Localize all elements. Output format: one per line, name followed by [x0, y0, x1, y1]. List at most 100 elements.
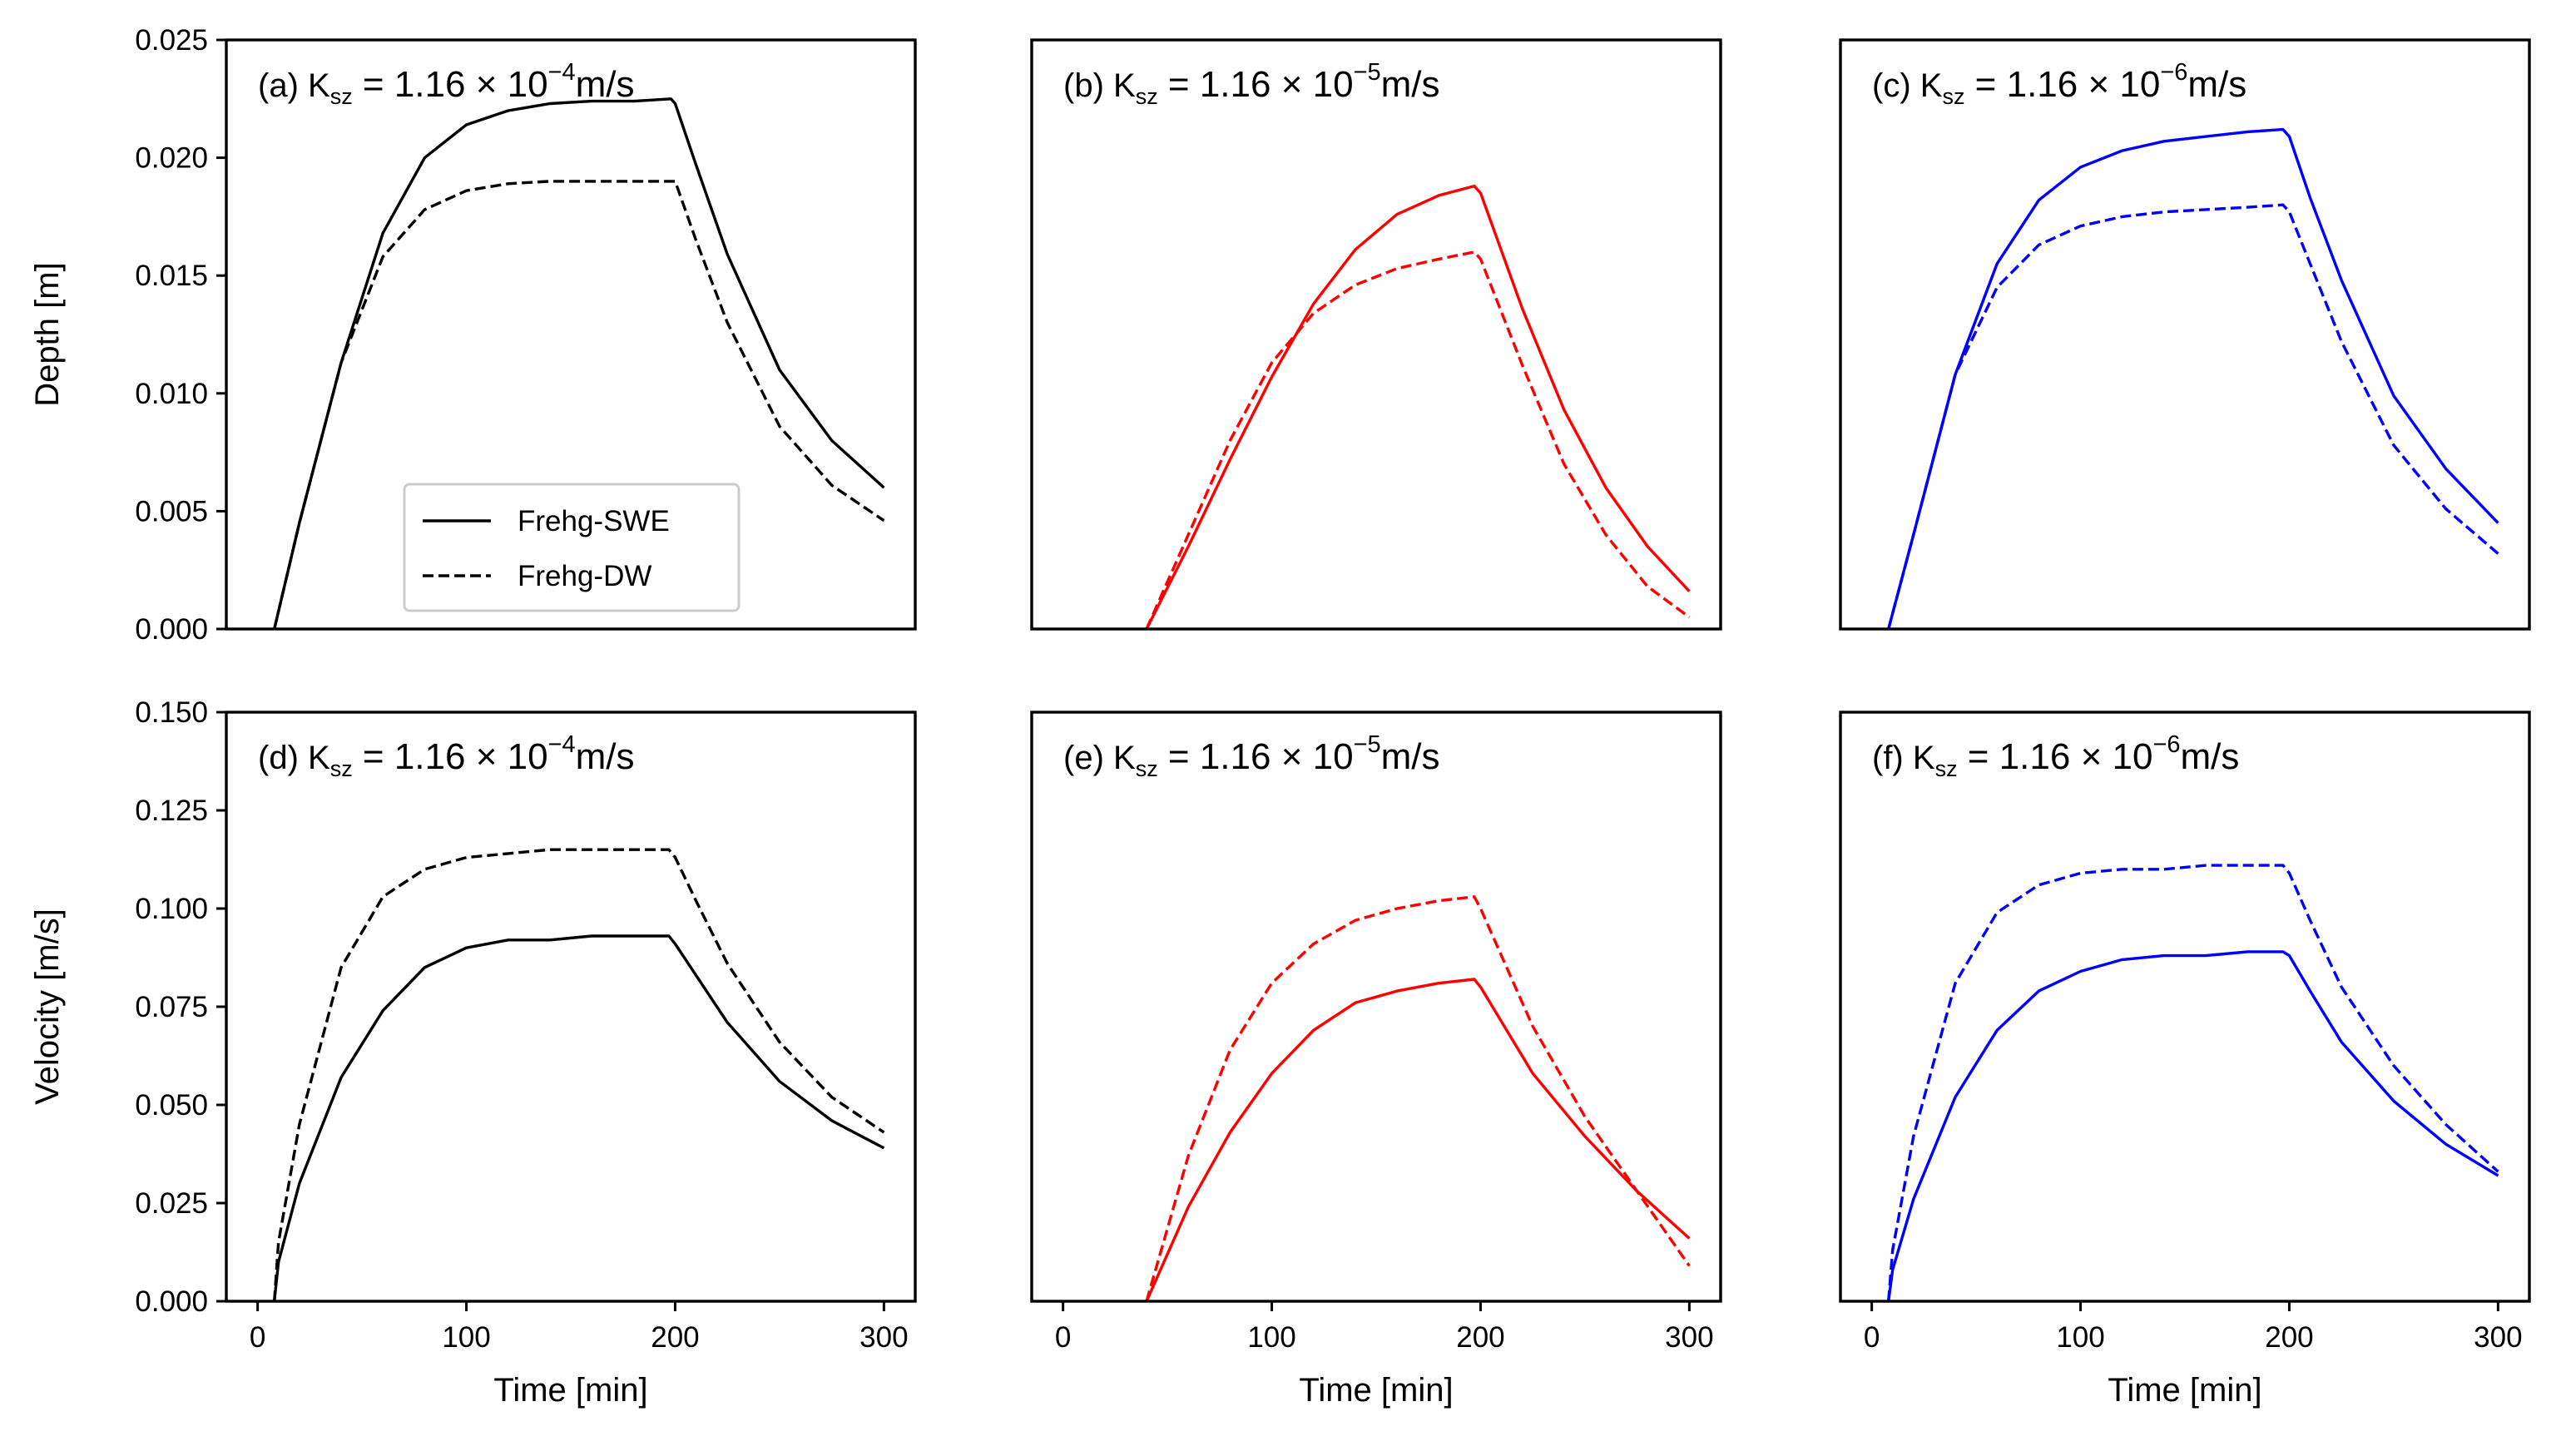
- series-line-frehg-swe: [273, 97, 885, 630]
- series-line-frehg-dw: [1145, 895, 1691, 1302]
- y-tick-label: 0.000: [135, 613, 208, 646]
- y-tick-label: 0.075: [135, 991, 208, 1023]
- y-tick-label: 0.005: [135, 495, 208, 527]
- y-tick-label: 0.025: [135, 1187, 208, 1220]
- legend: Frehg-SWE Frehg-DW: [403, 483, 741, 612]
- panel-label-exponent: −4: [548, 59, 576, 86]
- panel-label-subscript: sz: [330, 84, 353, 109]
- panel-label-prefix: (d): [258, 740, 308, 776]
- panel-label-symbol: K: [1113, 740, 1136, 776]
- x-tick-label: 100: [1247, 1321, 1295, 1354]
- panel-label-subscript: sz: [1942, 84, 1964, 109]
- panel-label-prefix: (c): [1872, 67, 1920, 104]
- panel-label-mantissa: = 1.16 × 10: [1958, 736, 2153, 777]
- panel-label-symbol: K: [308, 67, 330, 104]
- panel-label-subscript: sz: [1136, 756, 1158, 781]
- y-tick-label: 0.100: [135, 893, 208, 925]
- panel-f: 0 100 200 300 Time [min] (f) Ksz = 1.16 × 10−…: [1839, 711, 2531, 1409]
- axes-frame: [1030, 38, 1722, 631]
- panel-a: 0.000 0.005 0.010 0.015 0.020 0.025 Depth [m] (…: [29, 24, 917, 646]
- y-tick-label: 0.000: [135, 1285, 208, 1318]
- series-line-frehg-swe: [1145, 978, 1691, 1302]
- panel-label-subscript: sz: [1136, 84, 1158, 109]
- series-line-frehg-swe: [1887, 127, 2499, 630]
- y-tick-label: 0.020: [135, 142, 208, 175]
- y-tick-label: 0.015: [135, 260, 208, 292]
- x-tick-label: 200: [651, 1321, 699, 1354]
- x-axis-label: Time [min]: [493, 1372, 647, 1409]
- x-tick-label: 100: [2056, 1321, 2104, 1354]
- series-line-frehg-swe: [1887, 950, 2499, 1302]
- panel-label-mantissa: = 1.16 × 10: [1964, 64, 2160, 105]
- panel-label-exponent: −5: [1354, 731, 1381, 758]
- panel-label-unit: m/s: [2181, 736, 2240, 777]
- x-tick-label: 0: [250, 1321, 265, 1354]
- panel-label-exponent: −5: [1354, 59, 1381, 86]
- panel-label-prefix: (f): [1872, 740, 1913, 776]
- y-axis-label: Velocity [m/s]: [29, 909, 66, 1105]
- x-tick-label: 100: [442, 1321, 490, 1354]
- x-tick-label: 0: [1055, 1321, 1071, 1354]
- panel-label-prefix: (a): [258, 67, 308, 104]
- x-tick-label: 300: [2474, 1321, 2522, 1354]
- panel-label-subscript: sz: [330, 756, 353, 781]
- y-axis-label: Depth [m]: [29, 262, 66, 406]
- panel-label-exponent: −6: [2160, 59, 2187, 86]
- series-line-frehg-swe: [273, 934, 885, 1302]
- axes-frame: [1839, 711, 2531, 1303]
- y-tick-label: 0.150: [135, 696, 208, 729]
- x-tick-label: 200: [2265, 1321, 2313, 1354]
- panel-label-prefix: (e): [1063, 740, 1113, 776]
- panel-label-prefix: (b): [1063, 67, 1113, 104]
- axes-frame: [1839, 38, 2531, 631]
- panel-label-unit: m/s: [1381, 64, 1440, 105]
- series-line-frehg-dw: [1887, 203, 2499, 630]
- panel-label-subscript: sz: [1935, 756, 1958, 781]
- panel-label: (c) Ksz = 1.16 × 10−6m/s: [1872, 59, 2246, 109]
- panel-label-exponent: −6: [2152, 731, 2180, 758]
- legend-label: Frehg-SWE: [518, 505, 670, 537]
- panel-label-mantissa: = 1.16 × 10: [1158, 64, 1354, 105]
- panel-label-unit: m/s: [576, 64, 635, 105]
- panel-d: 0.000 0.025 0.050 0.075 0.100 0.125 0.150 0 100 2…: [29, 696, 917, 1409]
- panel-label: (b) Ksz = 1.16 × 10−5m/s: [1063, 59, 1440, 109]
- axes-frame: [1030, 711, 1722, 1303]
- legend-frame: [403, 483, 741, 612]
- panel-label-symbol: K: [308, 740, 330, 776]
- series-line-frehg-dw: [273, 848, 885, 1302]
- x-axis-label: Time [min]: [1299, 1372, 1453, 1409]
- panel-label-symbol: K: [1113, 67, 1136, 104]
- panel-label-exponent: −4: [548, 731, 576, 758]
- legend-label: Frehg-DW: [518, 560, 651, 592]
- series-line-frehg-dw: [1145, 250, 1691, 630]
- panel-label-mantissa: = 1.16 × 10: [1158, 736, 1354, 777]
- y-tick-label: 0.050: [135, 1089, 208, 1122]
- panel-b: (b) Ksz = 1.16 × 10−5m/s: [1030, 38, 1722, 631]
- panel-label-mantissa: = 1.16 × 10: [353, 736, 548, 777]
- panel-label-unit: m/s: [2187, 64, 2246, 105]
- x-axis-label: Time [min]: [2108, 1372, 2261, 1409]
- axes-frame: [225, 38, 917, 631]
- series-line-frehg-swe: [1145, 184, 1691, 630]
- panel-label-symbol: K: [1920, 67, 1943, 104]
- panel-e: 0 100 200 300 Time [min] (e) Ksz = 1.16 × 10−…: [1030, 711, 1722, 1409]
- y-tick-label: 0.010: [135, 378, 208, 410]
- panel-label-unit: m/s: [1381, 736, 1440, 777]
- y-tick-label: 0.125: [135, 795, 208, 827]
- panel-label-mantissa: = 1.16 × 10: [353, 64, 548, 105]
- series-line-frehg-dw: [1887, 864, 2499, 1302]
- panel-c: (c) Ksz = 1.16 × 10−6m/s: [1839, 38, 2531, 631]
- panel-label: (e) Ksz = 1.16 × 10−5m/s: [1063, 731, 1440, 781]
- panel-label: (f) Ksz = 1.16 × 10−6m/s: [1872, 731, 2239, 781]
- series-line-frehg-dw: [273, 180, 885, 630]
- x-tick-label: 300: [1665, 1321, 1713, 1354]
- panel-label-unit: m/s: [576, 736, 635, 777]
- x-tick-label: 300: [859, 1321, 908, 1354]
- panel-label-symbol: K: [1913, 740, 1935, 776]
- panel-label: (d) Ksz = 1.16 × 10−4m/s: [258, 731, 635, 781]
- x-tick-label: 200: [1456, 1321, 1504, 1354]
- y-tick-label: 0.025: [135, 24, 208, 57]
- panel-label: (a) Ksz = 1.16 × 10−4m/s: [258, 59, 635, 109]
- axes-frame: [225, 711, 917, 1303]
